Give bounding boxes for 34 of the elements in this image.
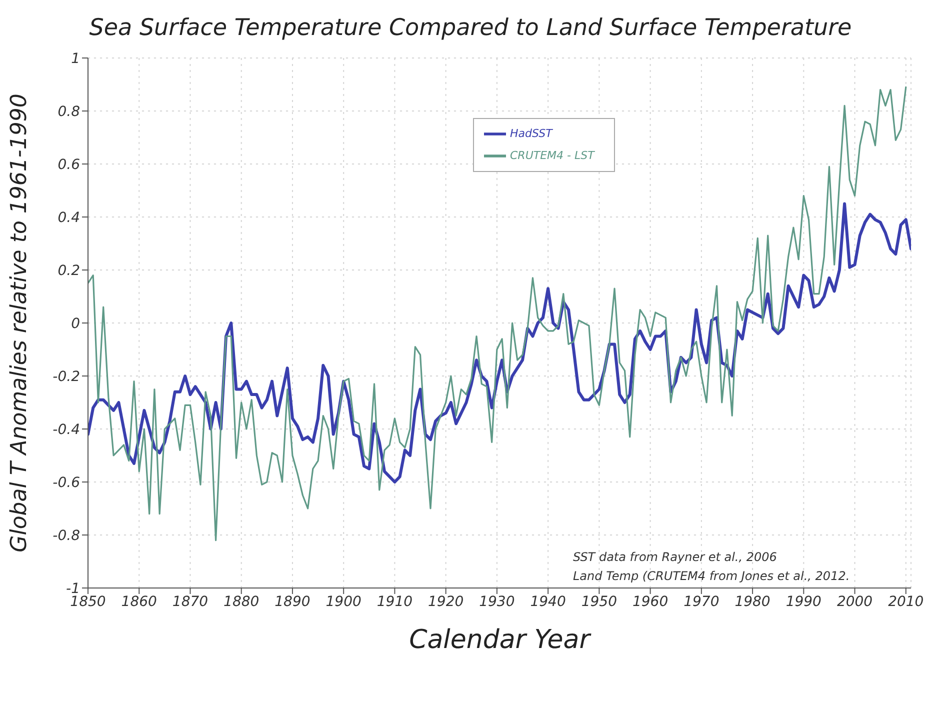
x-tick-label: 1880 xyxy=(224,594,260,610)
x-tick-label: 1900 xyxy=(326,594,362,610)
x-tick-label: 1910 xyxy=(376,594,413,610)
y-axis-title: Global T Anomalies relative to 1961-1990 xyxy=(6,94,32,552)
legend-label: HadSST xyxy=(510,127,552,140)
y-tick-label: 0.2 xyxy=(58,262,80,279)
y-tick-label: 0.8 xyxy=(58,104,80,120)
y-tick-label: 1 xyxy=(71,50,80,67)
y-tick-label: 0.6 xyxy=(58,156,80,173)
annotation: SST data from Rayner et al., 2006 xyxy=(573,549,778,566)
x-tick-label: 1950 xyxy=(581,594,618,610)
y-tick-label: 0.4 xyxy=(58,210,80,226)
x-tick-label: 1890 xyxy=(274,594,310,610)
x-tick-label: 1970 xyxy=(684,594,720,610)
x-tick-label: 2010 xyxy=(888,594,924,610)
annotation: Land Temp (CRUTEM4 from Jones et al., 2012. xyxy=(573,568,850,585)
y-tick-label: -0.4 xyxy=(52,422,80,438)
y-tick-label: -0.8 xyxy=(52,528,80,544)
y-tick-label: -0.6 xyxy=(52,474,80,491)
x-tick-label: 1940 xyxy=(530,594,566,610)
x-tick-label: 1870 xyxy=(172,594,208,610)
x-tick-label: 2000 xyxy=(836,594,873,610)
x-tick-label: 1930 xyxy=(479,594,515,610)
x-tick-label: 1920 xyxy=(428,594,464,610)
x-tick-label: 1980 xyxy=(734,594,770,610)
x-tick-label: 1990 xyxy=(786,594,822,610)
y-tick-label: 0 xyxy=(71,316,80,332)
legend-label: CRUTEM4 - LST xyxy=(510,149,594,162)
x-tick-label: 1860 xyxy=(121,594,158,610)
y-tick-label: -0.2 xyxy=(52,368,80,385)
chart-title: Sea Surface Temperature Compared to Land Surface Temperature xyxy=(88,14,853,43)
line-series xyxy=(88,86,907,542)
x-tick-label: 1960 xyxy=(632,594,668,610)
x-axis-title: Calendar Year xyxy=(409,625,592,655)
